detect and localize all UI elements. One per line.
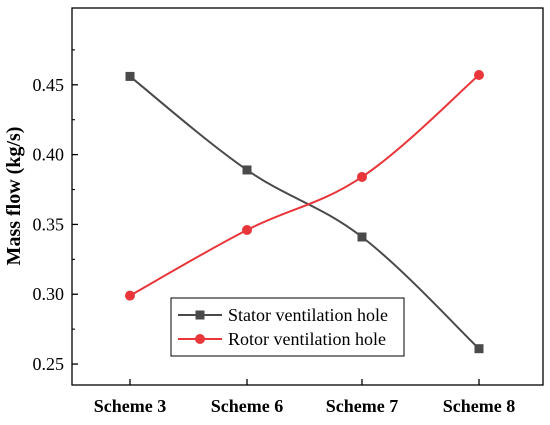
series-layer bbox=[125, 70, 484, 354]
y-tick-label: 0.30 bbox=[33, 284, 65, 304]
data-point bbox=[357, 232, 367, 242]
y-tick-label: 0.25 bbox=[33, 354, 65, 374]
x-axis: Scheme 3 Scheme 6 Scheme 7 Scheme 8 bbox=[94, 379, 515, 416]
y-axis: 0.25 0.30 0.35 0.40 0.45 bbox=[33, 49, 78, 374]
legend: Stator ventilation hole Rotor ventilation… bbox=[170, 297, 405, 357]
data-point bbox=[242, 165, 252, 175]
legend-label: Rotor ventilation hole bbox=[228, 329, 386, 349]
x-tick-label: Scheme 8 bbox=[443, 396, 515, 416]
series-line-1 bbox=[129, 74, 480, 297]
legend-label: Stator ventilation hole bbox=[228, 305, 388, 325]
legend-box bbox=[170, 297, 405, 357]
legend-marker bbox=[195, 310, 205, 320]
data-point bbox=[474, 344, 484, 354]
y-tick-label: 0.35 bbox=[33, 214, 65, 234]
x-tick-label: Scheme 7 bbox=[326, 396, 398, 416]
data-point bbox=[125, 290, 135, 301]
y-axis-title: Mass flow (kg/s) bbox=[3, 127, 25, 266]
legend-marker bbox=[195, 334, 205, 344]
y-tick-label: 0.40 bbox=[33, 145, 65, 165]
data-point bbox=[357, 171, 367, 182]
data-point bbox=[242, 225, 252, 236]
data-point bbox=[474, 70, 484, 81]
y-tick-label: 0.45 bbox=[33, 75, 65, 95]
plot-frame bbox=[71, 7, 544, 386]
series-line-0 bbox=[129, 75, 480, 350]
data-point bbox=[125, 71, 135, 81]
x-tick-label: Scheme 6 bbox=[211, 396, 283, 416]
x-tick-label: Scheme 3 bbox=[94, 396, 166, 416]
